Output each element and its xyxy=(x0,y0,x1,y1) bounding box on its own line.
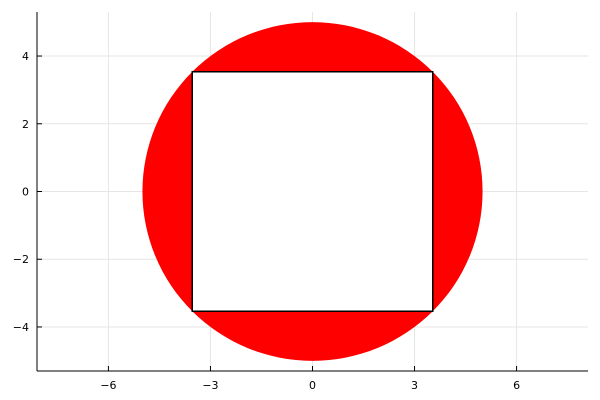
y-tick-label: 2 xyxy=(22,118,29,131)
x-tick-label: 0 xyxy=(309,379,316,392)
y-tick-label: 4 xyxy=(22,50,29,63)
tick-layer: −6 −3 0 3 6 −4 −2 0 2 4 xyxy=(13,50,520,392)
white-square-shape xyxy=(191,71,434,312)
x-tick-label: 6 xyxy=(513,379,520,392)
y-tick-label: −2 xyxy=(13,253,29,266)
y-tick-label: −4 xyxy=(13,321,29,334)
x-tick-label: 3 xyxy=(411,379,418,392)
shape-layer xyxy=(142,22,483,361)
y-tick-label: 0 xyxy=(22,186,29,199)
x-tick-label: −6 xyxy=(100,379,116,392)
x-tick-label: −3 xyxy=(202,379,218,392)
